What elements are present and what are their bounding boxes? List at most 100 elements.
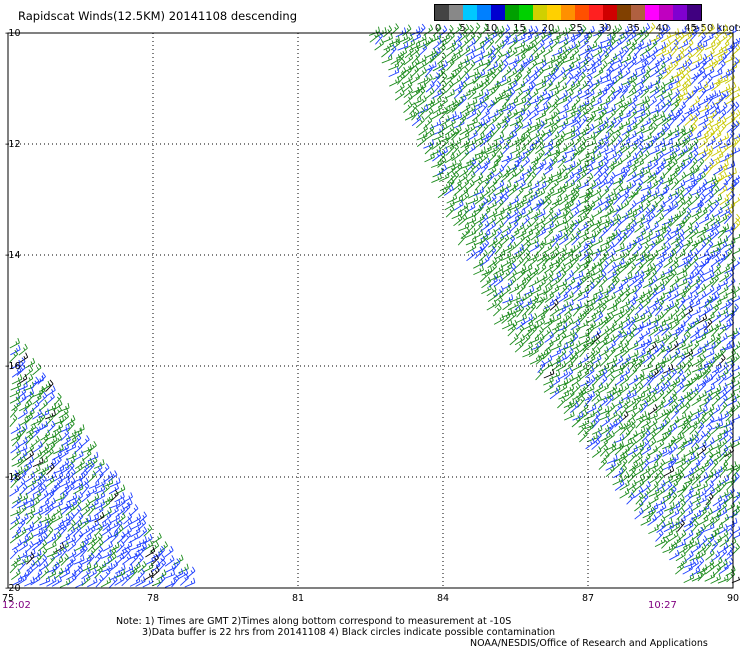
wind-barb: [613, 47, 624, 59]
wind-barb: [51, 548, 62, 560]
wind-barb: [507, 310, 517, 323]
wind-barb: [122, 553, 132, 565]
wind-barb: [26, 552, 35, 565]
wind-barb: [556, 95, 568, 106]
wind-barb: [479, 135, 489, 148]
wind-barb: [110, 570, 121, 581]
wind-barb: [684, 491, 693, 504]
wind-barb: [466, 220, 476, 233]
wind-barb: [732, 532, 740, 540]
wind-barb: [710, 422, 720, 435]
wind-barb: [704, 250, 716, 261]
wind-barb: [87, 470, 97, 483]
wind-barb: [51, 561, 60, 574]
wind-barb: [606, 374, 615, 388]
wind-barb: [53, 492, 65, 502]
wind-barb: [600, 260, 609, 273]
wind-barb: [521, 199, 532, 211]
wind-barb: [164, 555, 175, 567]
wind-barb: [682, 66, 691, 79]
wind-barb: [620, 242, 632, 253]
wind-barb: [675, 340, 686, 351]
wind-barb: [32, 484, 43, 495]
wind-barb: [156, 574, 166, 588]
wind-barb: [655, 255, 666, 267]
wind-barb: [634, 333, 644, 345]
wind-barb: [593, 163, 603, 177]
wind-barb: [620, 445, 630, 457]
wind-barb: [585, 230, 597, 241]
wind-barb: [479, 33, 490, 45]
wind-barb: [529, 52, 540, 64]
wind-barb: [647, 430, 657, 443]
wind-barb: [705, 334, 716, 346]
wind-barb: [641, 296, 651, 309]
wind-barb: [86, 525, 96, 537]
wind-barb: [109, 513, 121, 524]
wind-barb: [465, 228, 477, 238]
wind-barb: [711, 283, 722, 296]
wind-barb: [501, 242, 513, 253]
wind-barb: [634, 255, 645, 267]
wind-barb: [634, 261, 644, 275]
wind-barb: [634, 312, 646, 323]
wind-barb: [542, 326, 552, 339]
wind-barb: [649, 59, 660, 71]
wind-barb: [656, 409, 667, 421]
wind-barb: [543, 315, 555, 325]
wind-barb: [432, 80, 441, 94]
wind-barb: [648, 115, 657, 128]
wind-barb: [612, 38, 622, 50]
wind-barb: [621, 81, 631, 94]
wind-barb: [494, 164, 505, 177]
wind-barb: [677, 145, 688, 156]
wind-barb: [537, 263, 547, 276]
wind-barb: [704, 341, 716, 351]
wind-barb: [605, 104, 616, 115]
wind-barb: [653, 325, 664, 337]
wind-barb: [549, 242, 560, 255]
wind-barb: [614, 479, 625, 491]
wind-barb: [535, 367, 544, 381]
wind-barb: [584, 53, 594, 65]
wind-barb: [381, 54, 393, 64]
wind-barb: [431, 138, 442, 150]
wind-barb: [562, 206, 572, 220]
wind-barb: [82, 449, 92, 461]
wind-barb: [675, 432, 685, 444]
wind-barb: [453, 65, 462, 79]
wind-barb: [683, 211, 692, 225]
wind-barb: [675, 320, 686, 331]
wind-barb: [670, 43, 679, 57]
wind-barb: [59, 483, 70, 495]
wind-barb: [649, 145, 660, 156]
wind-barb: [165, 562, 177, 573]
wind-barb: [698, 81, 709, 93]
wind-barb: [87, 577, 98, 588]
wind-barb: [578, 402, 589, 415]
wind-barb: [571, 180, 582, 192]
wind-barb: [627, 73, 638, 86]
wind-barb: [550, 340, 562, 351]
wind-barb: [642, 172, 653, 184]
wind-barb: [60, 428, 70, 442]
wind-barb: [563, 339, 575, 350]
wind-barb: [717, 226, 727, 239]
wind-barb: [557, 155, 566, 169]
wind-barb: [600, 450, 610, 464]
wind-barb: [691, 542, 701, 554]
wind-barb: [79, 517, 89, 530]
wind-barb: [697, 145, 709, 156]
wind-barb: [614, 94, 625, 106]
wind-barb: [544, 111, 556, 122]
wind-barb: [703, 123, 713, 136]
wind-barb: [460, 45, 471, 57]
wind-barb: [691, 394, 702, 406]
wind-barb: [501, 89, 512, 100]
wind-barb: [683, 130, 693, 142]
wind-barb: [690, 520, 699, 533]
wind-barb: [642, 352, 652, 364]
wind-barb: [607, 37, 616, 50]
wind-barb: [116, 531, 126, 544]
wind-barb: [530, 130, 541, 141]
